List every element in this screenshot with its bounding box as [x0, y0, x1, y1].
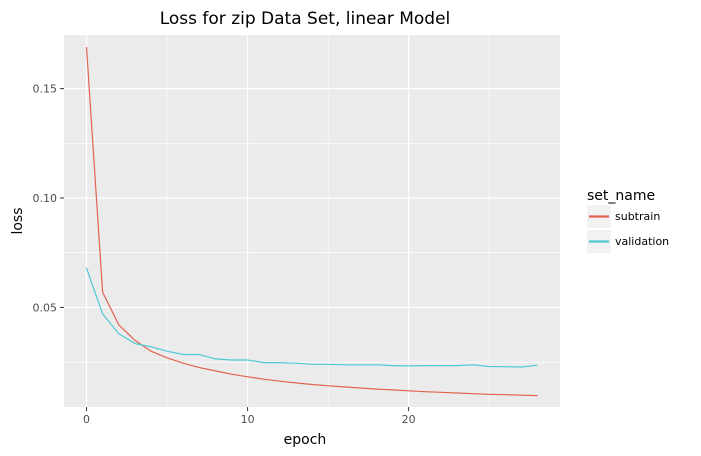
legend: set_name subtrain validation	[587, 188, 669, 253]
minor-gridlines	[64, 35, 560, 407]
y-tick-label: 0.10	[33, 192, 58, 205]
major-gridlines	[64, 35, 560, 407]
x-tick-label: 20	[402, 413, 416, 426]
chart-title: Loss for zip Data Set, linear Model	[160, 9, 451, 29]
legend-label-validation: validation	[615, 235, 669, 248]
legend-title: set_name	[587, 188, 655, 204]
series-line-subtrain	[85, 46, 538, 397]
series-line-validation	[85, 267, 538, 368]
x-tick-label: 0	[83, 413, 90, 426]
series-lines	[85, 46, 538, 397]
x-tick-label: 10	[241, 413, 255, 426]
y-axis-title: loss	[10, 207, 26, 234]
plot-panel	[64, 35, 560, 407]
legend-label-subtrain: subtrain	[615, 210, 660, 223]
y-tick-label: 0.05	[33, 301, 58, 314]
x-axis-ticks: 0 10 20	[83, 407, 416, 426]
y-tick-label: 0.15	[33, 83, 58, 96]
x-axis-title: epoch	[284, 432, 327, 448]
y-axis-ticks: 0.05 0.10 0.15	[33, 83, 64, 314]
